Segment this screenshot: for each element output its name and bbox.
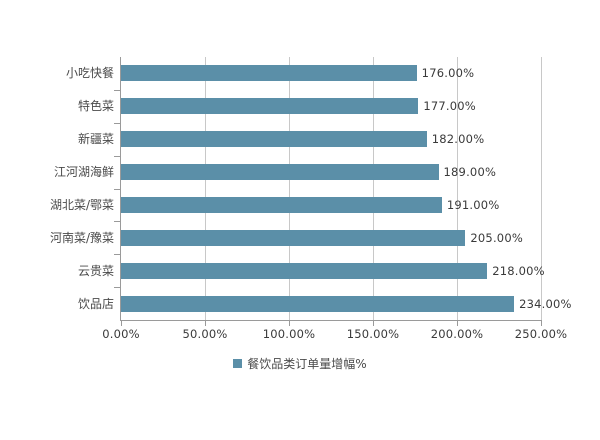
bar-value-label: 191.00% [446,198,500,212]
x-axis-tick [457,321,458,326]
bar-value-label: 182.00% [431,132,485,146]
x-axis-tick [289,321,290,326]
x-axis-tick [373,321,374,326]
category-label: 特色菜 [77,99,114,113]
x-axis-tick-label: 250.00% [514,327,568,341]
gridline [289,57,290,320]
x-axis-tick [541,321,542,326]
category-label: 河南菜/豫菜 [49,231,114,245]
bar [121,230,466,246]
category-label: 江河湖海鲜 [53,165,114,179]
gridline [373,57,374,320]
x-axis-line [120,320,542,321]
gridline [205,57,206,320]
x-axis-tick-label: 200.00% [430,327,484,341]
category-label: 新疆菜 [77,132,114,146]
y-axis-tick [114,189,120,190]
bar-value-label: 205.00% [470,231,523,245]
legend-swatch-icon [233,359,243,368]
x-axis-tick-label: 0.00% [102,327,140,341]
bar [121,98,419,114]
x-axis-tick-label: 50.00% [182,327,228,341]
bar-value-label: 234.00% [519,297,572,311]
y-axis-tick [114,254,120,255]
bar [121,131,427,147]
y-axis-tick [114,156,120,157]
y-axis-line [120,57,121,321]
y-axis-tick [114,221,120,222]
y-axis-tick [114,90,120,91]
category-label: 湖北菜/鄂菜 [49,198,114,212]
gridline [457,57,458,320]
bar [121,65,417,81]
category-label: 云贵菜 [77,264,114,278]
bar [121,296,515,312]
x-axis-tick-label: 150.00% [346,327,400,341]
legend-label: 餐饮品类订单量增幅% [247,357,367,371]
bar [121,164,439,180]
y-axis-tick [114,287,120,288]
x-axis-tick-label: 100.00% [262,327,316,341]
gridline [541,57,542,320]
category-label: 小吃快餐 [65,66,114,80]
category-label: 饮品店 [77,297,114,311]
bar-value-label: 177.00% [423,99,476,113]
bar [121,197,442,213]
chart-legend: 餐饮品类订单量增幅% [0,355,600,372]
x-axis-tick [205,321,206,326]
y-axis-tick [114,123,120,124]
bar [121,263,488,279]
bar-value-label: 218.00% [492,264,545,278]
bar-value-label: 189.00% [443,165,497,179]
bar-value-label: 176.00% [421,66,475,80]
x-axis-tick [121,321,122,326]
